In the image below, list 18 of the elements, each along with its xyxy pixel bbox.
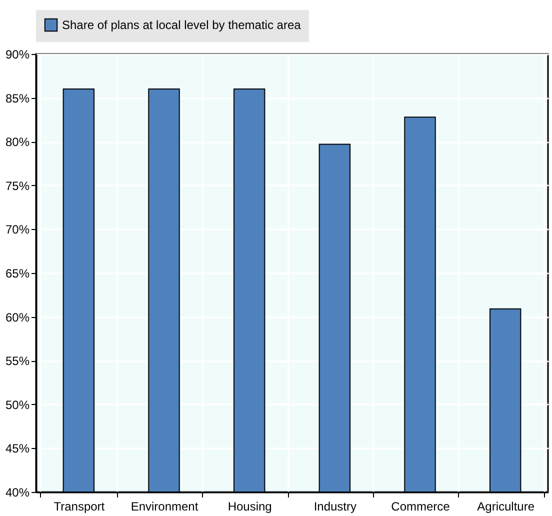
y-tick-label: 90% xyxy=(5,48,30,62)
x-tick-label: Commerce xyxy=(391,500,450,514)
x-tick-label: Transport xyxy=(54,500,106,514)
y-tick-label: 60% xyxy=(5,310,30,324)
x-tick-label: Agriculture xyxy=(477,500,535,514)
y-tick-label: 45% xyxy=(5,442,30,456)
x-tick-label: Industry xyxy=(314,500,357,514)
y-tick-label: 65% xyxy=(5,266,30,280)
y-tick-label: 75% xyxy=(5,178,30,193)
y-tick-label: 55% xyxy=(5,354,30,368)
y-tick-label: 70% xyxy=(5,222,30,237)
y-tick-label: 50% xyxy=(5,398,30,412)
y-tick-label: 80% xyxy=(5,135,30,150)
x-tick-label: Housing xyxy=(228,500,272,514)
y-tick-label: 85% xyxy=(5,91,30,106)
x-tick-label: Environment xyxy=(130,500,199,514)
legend-label: Share of plans at local level by thematic area xyxy=(62,18,302,32)
y-tick-label: 40% xyxy=(5,486,30,500)
